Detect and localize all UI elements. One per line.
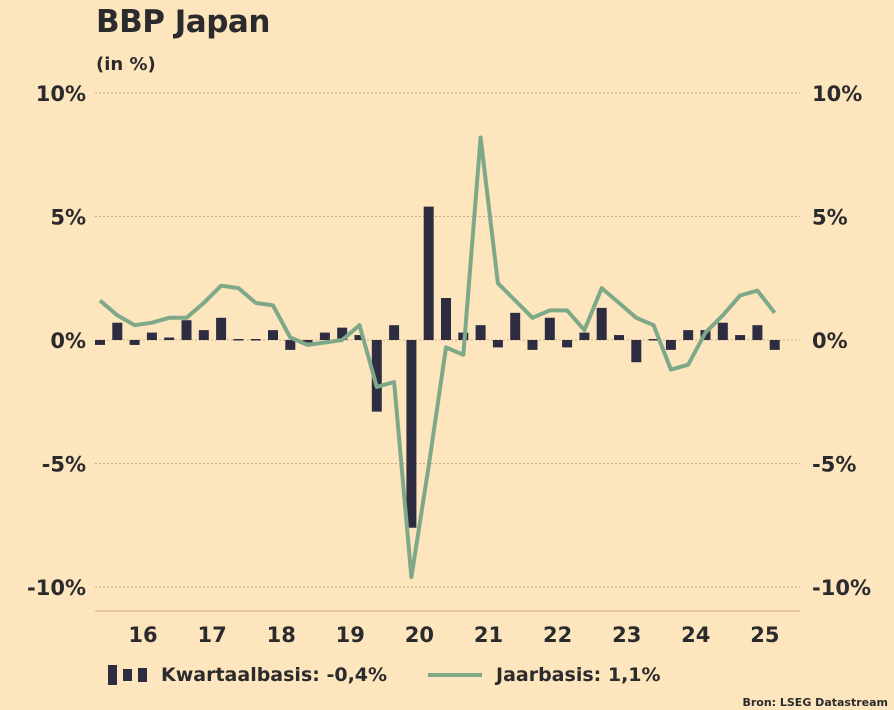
bar bbox=[735, 335, 746, 340]
bar bbox=[665, 340, 676, 350]
source-note: Bron: LSEG Datastream bbox=[742, 696, 888, 709]
y-axis-right: 10% 5% 0% -5% -10% bbox=[812, 82, 871, 600]
bar bbox=[389, 325, 400, 340]
bar bbox=[181, 320, 192, 340]
x-tick-label: 17 bbox=[197, 623, 226, 647]
bar bbox=[129, 340, 140, 345]
x-tick-label: 16 bbox=[128, 623, 157, 647]
y-tick-label-right: -5% bbox=[812, 453, 856, 477]
bar bbox=[146, 332, 157, 340]
bar bbox=[441, 298, 451, 340]
y-tick-label-right: 10% bbox=[812, 82, 862, 106]
bar-legend-swatch-icon bbox=[123, 669, 132, 681]
y-tick-label-right: 5% bbox=[812, 206, 848, 230]
x-axis-ticks: 16 17 18 19 20 21 22 23 24 25 bbox=[128, 623, 779, 647]
bar bbox=[216, 317, 227, 340]
bar bbox=[319, 332, 330, 340]
bar bbox=[406, 340, 417, 528]
x-tick-label: 24 bbox=[681, 623, 710, 647]
bar bbox=[769, 340, 780, 350]
y-axis-left: 10% 5% 0% -5% -10% bbox=[27, 82, 86, 600]
y-tick-label-left: 10% bbox=[36, 82, 86, 106]
bar bbox=[285, 340, 296, 350]
y-tick-label-left: -5% bbox=[42, 453, 86, 477]
bar bbox=[423, 206, 434, 340]
x-tick-label: 25 bbox=[750, 623, 779, 647]
line-series-jaarbasis bbox=[98, 135, 777, 580]
y-tick-label-left: 5% bbox=[50, 206, 86, 230]
bar bbox=[631, 340, 642, 363]
bar bbox=[562, 340, 573, 348]
y-tick-label-right: -10% bbox=[812, 576, 871, 600]
x-tick-label: 18 bbox=[267, 623, 296, 647]
bar bbox=[371, 340, 382, 412]
bar bbox=[648, 339, 659, 341]
bar bbox=[527, 340, 538, 350]
x-tick-label: 23 bbox=[612, 623, 641, 647]
bar bbox=[354, 335, 365, 340]
y-tick-label-left: -10% bbox=[27, 576, 86, 600]
bar-series-kwartaalbasis bbox=[95, 206, 780, 528]
legend-label-jaarbasis: Jaarbasis: 1,1% bbox=[496, 664, 661, 686]
bar bbox=[233, 339, 244, 341]
y-tick-label-left: 0% bbox=[50, 329, 86, 353]
bar bbox=[164, 337, 175, 340]
bar-legend-swatch-icon bbox=[108, 665, 117, 685]
bar bbox=[112, 322, 123, 340]
bar bbox=[579, 332, 590, 340]
bar bbox=[337, 327, 348, 340]
bar bbox=[596, 307, 607, 340]
x-tick-label: 19 bbox=[336, 623, 365, 647]
bar bbox=[268, 330, 278, 340]
y-tick-label-right: 0% bbox=[812, 329, 848, 353]
bar bbox=[544, 317, 555, 340]
chart-title: BBP Japan bbox=[96, 4, 270, 40]
bar bbox=[752, 325, 763, 340]
bar-legend-swatch-icon bbox=[138, 668, 147, 682]
bar bbox=[510, 312, 521, 340]
bar bbox=[198, 330, 209, 340]
chart-subtitle: (in %) bbox=[96, 54, 156, 75]
x-tick-label: 21 bbox=[474, 623, 503, 647]
legend-item-kwartaalbasis: Kwartaalbasis: -0,4% bbox=[108, 664, 387, 686]
legend-item-jaarbasis: Jaarbasis: 1,1% bbox=[428, 664, 661, 686]
bar bbox=[683, 330, 694, 340]
bar bbox=[717, 322, 728, 340]
bar bbox=[302, 340, 313, 343]
x-tick-label: 20 bbox=[405, 623, 434, 647]
legend-label-kwartaalbasis: Kwartaalbasis: -0,4% bbox=[161, 664, 388, 686]
line-legend-swatch-icon bbox=[428, 673, 482, 677]
bar bbox=[95, 340, 105, 345]
bar bbox=[250, 339, 261, 341]
bar bbox=[492, 340, 503, 348]
bar bbox=[475, 325, 486, 340]
x-tick-label: 22 bbox=[543, 623, 572, 647]
bar bbox=[614, 335, 624, 340]
